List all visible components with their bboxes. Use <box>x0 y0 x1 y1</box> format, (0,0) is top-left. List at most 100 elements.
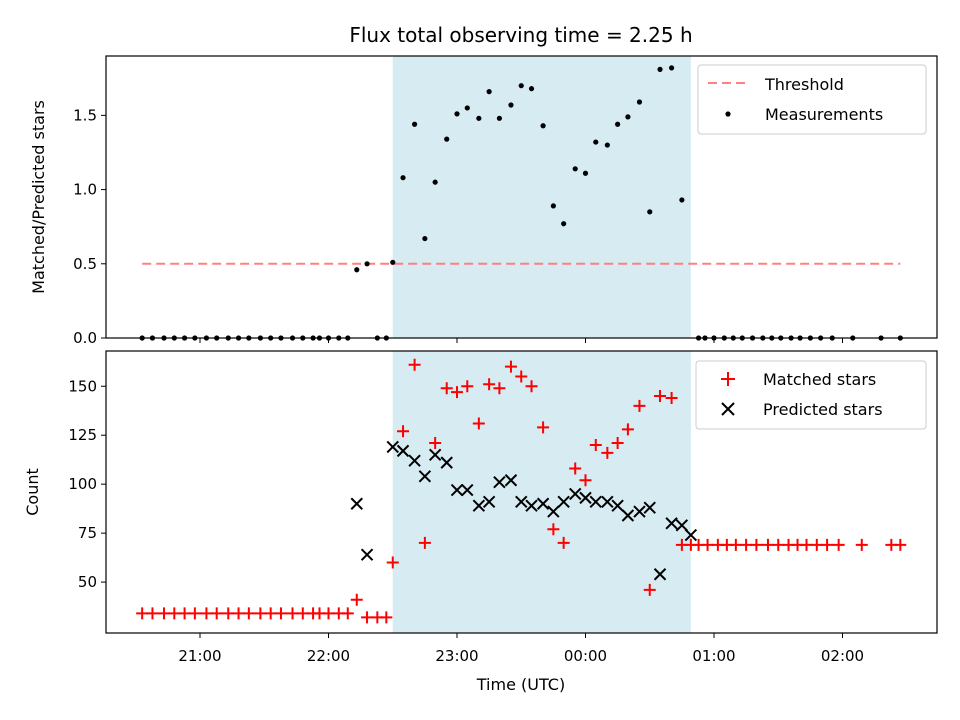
matched-star-point <box>832 538 845 551</box>
measurement-point <box>679 197 685 203</box>
measurement-point <box>561 221 567 227</box>
matched-star-point <box>222 607 235 620</box>
ratio-y-tick-label: 1.5 <box>73 106 97 124</box>
predicted-star-point <box>579 491 592 505</box>
predicted-star-point <box>350 497 363 510</box>
predicted-star-point <box>684 528 698 542</box>
matched-star-point <box>451 386 463 399</box>
matched-star-point <box>296 607 309 620</box>
predicted-star-point <box>525 499 538 512</box>
ratio-y-tick-label: 1.0 <box>73 181 97 199</box>
legend-threshold-label: Threshold <box>764 75 844 94</box>
measurement-point <box>496 115 503 121</box>
ratio-x-tick-marks <box>199 338 843 343</box>
matched-star-point <box>483 378 496 391</box>
measurement-point <box>411 121 418 127</box>
matched-star-point <box>158 607 171 620</box>
matched-star-point <box>440 382 453 395</box>
ratio-panel: 0.0 0.5 1.0 1.5 Matched/Predicted stars Thr… <box>29 55 938 347</box>
matched-star-point <box>557 536 570 549</box>
chart-title: Flux total observing time = 2.25 h <box>349 23 692 47</box>
count-y-axis-label: Count <box>23 468 42 516</box>
matched-star-point <box>621 423 634 436</box>
measurement-point <box>444 136 450 142</box>
measurement-point <box>540 123 546 129</box>
matched-star-point <box>386 556 399 569</box>
predicted-star-point <box>461 483 474 497</box>
x-axis-label: Time (UTC) <box>476 675 565 694</box>
x-tick-label: 02:00 <box>821 647 864 665</box>
measurement-point <box>582 170 589 176</box>
measurement-point <box>572 166 578 172</box>
matched-star-point <box>232 607 245 620</box>
matched-star-point <box>855 538 868 551</box>
matched-star-point <box>418 536 431 549</box>
count-x-ticks: 21:00 22:00 23:00 00:00 01:00 02:00 <box>178 633 864 665</box>
matched-star-point <box>515 370 528 383</box>
measurement-point <box>354 267 360 273</box>
matched-star-point <box>200 607 213 620</box>
measurement-point <box>550 203 556 209</box>
legend-measurement-label: Measurements <box>765 105 883 124</box>
measurement-point <box>657 66 663 72</box>
predicted-star-point <box>428 448 442 461</box>
predicted-star-point <box>601 495 614 508</box>
predicted-star-point <box>450 483 464 497</box>
ratio-highlight-span <box>392 56 691 338</box>
ratio-y-axis-label: Matched/Predicted stars <box>29 100 48 294</box>
matched-star-point <box>569 462 582 475</box>
legend-predicted-swatch <box>721 402 735 416</box>
measurement-point <box>464 105 470 111</box>
matched-star-point <box>188 607 201 620</box>
predicted-star-point <box>589 495 602 508</box>
count-legend-box <box>695 360 927 430</box>
matched-star-point <box>547 523 560 536</box>
x-tick-label: 21:00 <box>178 647 221 665</box>
matched-star-point <box>472 417 485 430</box>
predicted-star-point <box>633 505 646 518</box>
matched-star-point <box>322 607 335 620</box>
matched-star-point <box>750 538 763 551</box>
predicted-star-point <box>440 456 453 469</box>
matched-star-point <box>408 358 421 371</box>
ratio-legend: Threshold Measurements <box>697 64 927 135</box>
ratio-plot-frame <box>105 55 938 339</box>
matched-star-point <box>350 593 363 606</box>
predicted-star-point <box>536 497 550 510</box>
predicted-star-point <box>569 487 582 501</box>
predicted-star-point <box>386 440 399 454</box>
matched-star-point <box>380 611 393 624</box>
measurement-point <box>528 86 535 92</box>
measurement-point <box>518 83 524 89</box>
count-panel: 50 75 100 125 150 21:00 22:00 23:00 00:00 01:00 0… <box>23 350 938 694</box>
matched-star-point <box>665 392 678 404</box>
matched-star-point <box>654 390 667 403</box>
matched-star-point <box>537 421 550 434</box>
measurement-point <box>668 65 675 71</box>
x-tick-label: 22:00 <box>307 647 350 665</box>
matched-star-point <box>264 607 277 620</box>
predicted-star-point <box>547 505 560 518</box>
legend-predicted-label: Predicted stars <box>763 400 883 419</box>
count-y-tick-label: 150 <box>68 377 97 395</box>
count-plot-frame <box>105 350 938 634</box>
matched-star-points <box>136 358 907 624</box>
count-y-tick-label: 100 <box>68 475 97 493</box>
x-tick-label: 23:00 <box>435 647 478 665</box>
matched-star-point <box>274 607 287 620</box>
matched-star-point <box>525 380 538 393</box>
predicted-star-point <box>643 501 656 514</box>
matched-star-point <box>493 382 506 395</box>
matched-star-point <box>429 437 442 450</box>
measurement-point <box>432 179 438 185</box>
matched-star-point <box>761 538 774 551</box>
predicted-star-point <box>482 495 496 508</box>
predicted-star-point <box>675 519 689 532</box>
count-y-tick-label: 125 <box>68 426 97 444</box>
predicted-star-point <box>557 495 570 508</box>
predicted-star-point <box>493 476 506 489</box>
predicted-star-point <box>611 499 624 512</box>
matched-star-point <box>210 607 223 620</box>
matched-star-point <box>800 538 813 551</box>
